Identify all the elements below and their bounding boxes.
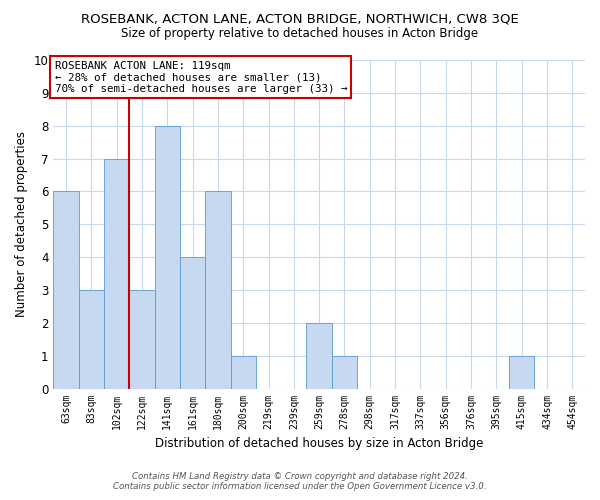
Bar [53,192,79,388]
Bar [79,290,104,388]
Text: ROSEBANK, ACTON LANE, ACTON BRIDGE, NORTHWICH, CW8 3QE: ROSEBANK, ACTON LANE, ACTON BRIDGE, NORT… [81,12,519,26]
Bar [332,356,357,388]
Bar [129,290,155,388]
Bar [180,257,205,388]
Bar [205,192,230,388]
Text: Size of property relative to detached houses in Acton Bridge: Size of property relative to detached ho… [121,28,479,40]
Text: Contains HM Land Registry data © Crown copyright and database right 2024.
Contai: Contains HM Land Registry data © Crown c… [113,472,487,491]
Bar [307,323,332,388]
Bar [509,356,535,388]
X-axis label: Distribution of detached houses by size in Acton Bridge: Distribution of detached houses by size … [155,437,484,450]
Y-axis label: Number of detached properties: Number of detached properties [15,132,28,318]
Bar [155,126,180,388]
Bar [104,158,129,388]
Bar [230,356,256,388]
Text: ROSEBANK ACTON LANE: 119sqm
← 28% of detached houses are smaller (13)
70% of sem: ROSEBANK ACTON LANE: 119sqm ← 28% of det… [55,60,347,94]
